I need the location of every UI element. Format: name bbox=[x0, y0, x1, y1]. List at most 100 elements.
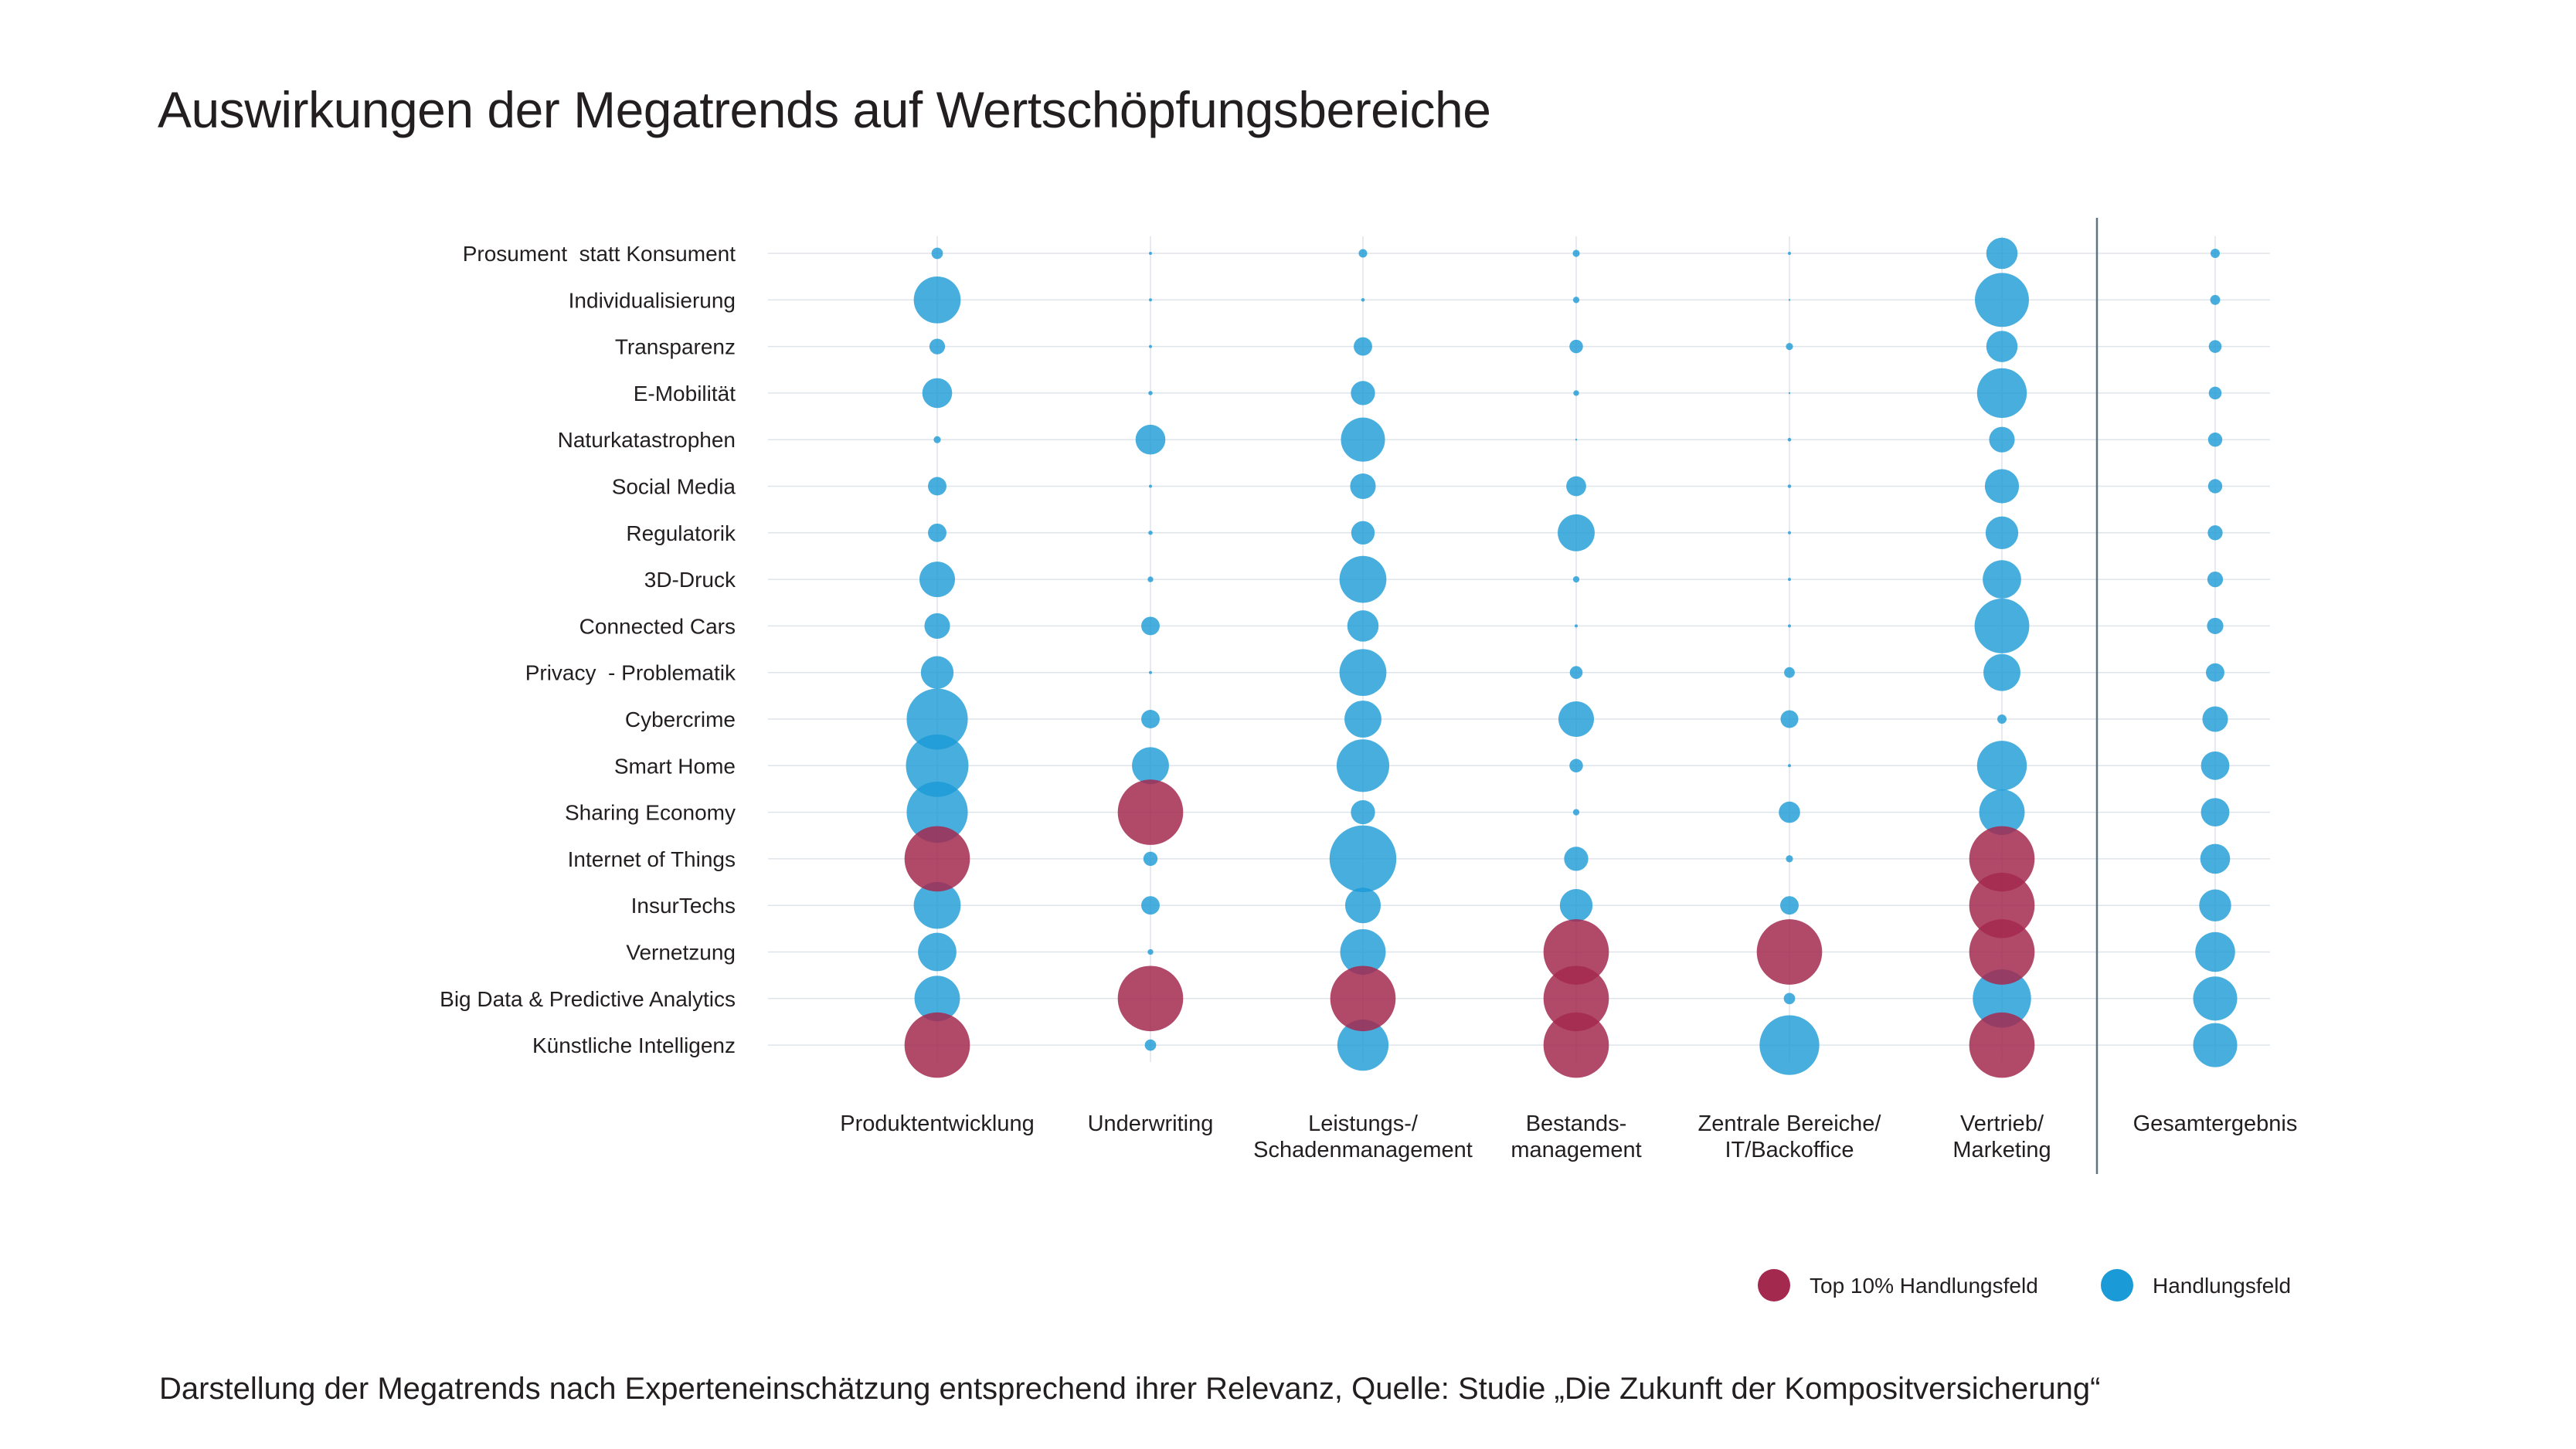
row-label: Sharing Economy bbox=[565, 801, 736, 825]
bubble bbox=[1341, 417, 1385, 462]
bubble bbox=[1144, 1039, 1157, 1051]
row-label: Künstliche Intelligenz bbox=[532, 1033, 736, 1057]
row-label: Connected Cars bbox=[579, 614, 736, 638]
legend-swatch-top10 bbox=[1758, 1269, 1790, 1301]
bubble bbox=[1989, 426, 2015, 453]
bubble bbox=[1786, 855, 1793, 863]
bubble bbox=[919, 562, 955, 598]
bubble bbox=[1787, 484, 1792, 488]
chart-title: Auswirkungen der Megatrends auf Wertschö… bbox=[158, 81, 1491, 138]
bubble bbox=[918, 932, 957, 972]
bubble bbox=[1975, 273, 2029, 327]
column-label: Underwriting bbox=[1088, 1111, 1214, 1136]
bubble bbox=[1566, 476, 1586, 497]
bubble bbox=[1340, 929, 1386, 975]
bubble bbox=[1361, 298, 1365, 302]
bubble bbox=[1141, 616, 1160, 636]
bubble bbox=[1564, 847, 1589, 871]
bubble-top10 bbox=[1969, 919, 2035, 985]
bubble bbox=[1351, 799, 1375, 825]
row-label: Smart Home bbox=[614, 754, 736, 778]
bubble bbox=[2193, 1023, 2238, 1067]
bubble bbox=[1788, 764, 1791, 768]
bubble bbox=[1350, 473, 1376, 500]
bubble bbox=[1788, 531, 1791, 534]
legend-label: Top 10% Handlungsfeld bbox=[1810, 1274, 2038, 1298]
bubble bbox=[2208, 386, 2222, 400]
bubble bbox=[1985, 516, 2019, 549]
row-label: Naturkatastrophen bbox=[558, 428, 736, 452]
bubble bbox=[1149, 252, 1152, 255]
bubble-top10 bbox=[1543, 919, 1609, 985]
column-label: Zentrale Bereiche/ bbox=[1698, 1111, 1882, 1136]
row-label: Prosument statt Konsument bbox=[463, 242, 736, 266]
bubble bbox=[1986, 237, 2018, 270]
row-label: Privacy - Problematik bbox=[525, 661, 736, 685]
bubble bbox=[906, 782, 968, 843]
bubble bbox=[1354, 337, 1372, 356]
row-label: Vernetzung bbox=[626, 941, 736, 965]
bubble bbox=[1148, 391, 1153, 395]
source-caption: Darstellung der Megatrends nach Experten… bbox=[159, 1372, 2101, 1406]
bubble bbox=[931, 247, 943, 260]
column-label: management bbox=[1511, 1138, 1641, 1162]
bubble bbox=[2207, 571, 2224, 588]
row-label: InsurTechs bbox=[631, 894, 736, 918]
bubble bbox=[2207, 525, 2223, 541]
bubble bbox=[929, 338, 946, 355]
column-labels: Produktentwicklung Underwriting Leistungs-… bbox=[840, 1111, 2297, 1162]
column-label: Bestands- bbox=[1526, 1111, 1627, 1136]
bubble bbox=[1788, 392, 1791, 395]
bubble bbox=[1979, 789, 2025, 836]
bubble bbox=[1147, 948, 1154, 955]
bubble bbox=[1780, 710, 1799, 728]
bubble bbox=[2199, 889, 2231, 921]
bubble bbox=[1339, 649, 1387, 697]
bubble bbox=[933, 436, 941, 443]
row-label: Cybercrime bbox=[625, 708, 736, 731]
bubble bbox=[1572, 809, 1580, 816]
bubble bbox=[1148, 531, 1153, 535]
bubble bbox=[1141, 710, 1160, 728]
bubble bbox=[1779, 801, 1800, 823]
bubble bbox=[913, 881, 961, 929]
legend-label: Handlungsfeld bbox=[2153, 1274, 2291, 1298]
bubble bbox=[920, 656, 954, 689]
bubble bbox=[1135, 424, 1166, 455]
bubble bbox=[1559, 889, 1593, 922]
bubble bbox=[1336, 739, 1390, 792]
bubble-top10 bbox=[1543, 965, 1609, 1032]
bubble bbox=[913, 276, 961, 324]
column-label: IT/Backoffice bbox=[1725, 1138, 1854, 1162]
row-label: E-Mobilität bbox=[634, 382, 736, 406]
bubble bbox=[1345, 887, 1381, 924]
bubble-top10 bbox=[1756, 919, 1823, 985]
bubble bbox=[1780, 896, 1799, 915]
bubble bbox=[1573, 390, 1579, 396]
bubble bbox=[1569, 339, 1583, 354]
column-label: Gesamtergebnis bbox=[2133, 1111, 2298, 1136]
bubble bbox=[1997, 714, 2007, 724]
column-label: Vertrieb/ bbox=[1960, 1111, 2044, 1136]
bubble bbox=[2200, 751, 2230, 780]
bubble bbox=[1787, 437, 1792, 442]
bubble-marks bbox=[904, 237, 2238, 1078]
row-label: Individualisierung bbox=[569, 288, 736, 312]
bubble bbox=[1141, 896, 1160, 915]
bubble bbox=[2202, 706, 2228, 732]
bubble bbox=[1572, 575, 1580, 583]
bubble bbox=[1976, 741, 2027, 791]
bubble bbox=[1569, 666, 1583, 679]
bubble bbox=[1575, 624, 1578, 628]
row-label: Big Data & Predictive Analytics bbox=[440, 987, 736, 1011]
bubble bbox=[1986, 331, 2018, 362]
bubble bbox=[1974, 598, 2030, 653]
bubble-top10 bbox=[1117, 965, 1184, 1032]
row-label: Transparenz bbox=[615, 335, 736, 359]
bubble bbox=[1575, 439, 1578, 441]
bubble bbox=[1358, 249, 1368, 258]
row-labels: Prosument statt Konsument Individualisier… bbox=[440, 242, 736, 1057]
bubble-top10 bbox=[1969, 872, 2035, 938]
bubble bbox=[2207, 433, 2223, 447]
